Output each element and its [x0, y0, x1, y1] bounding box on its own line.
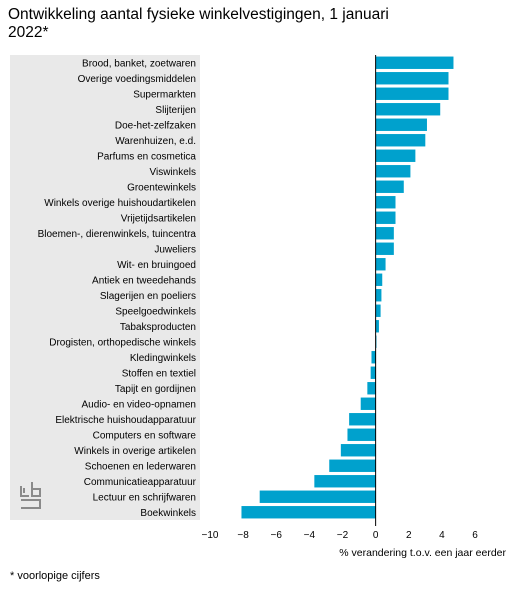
bar	[375, 304, 381, 317]
cbs-logo	[20, 482, 41, 509]
category-labels: Brood, banket, zoetwaren Overige voedings…	[38, 58, 197, 519]
bar	[375, 273, 383, 286]
bar	[375, 103, 441, 116]
category-label: Warenhuizen, e.d.	[115, 136, 196, 147]
category-label: Audio- en video-opnamen	[81, 399, 196, 410]
category-label: Slijterijen	[155, 105, 196, 116]
category-label: Boekwinkels	[140, 508, 196, 519]
category-label: Brood, banket, zoetwaren	[82, 58, 196, 69]
bar	[375, 258, 386, 271]
category-label: Speelgoedwinkels	[115, 306, 196, 317]
category-label: Slagerijen en poeliers	[100, 291, 196, 302]
category-label: Winkels overige huishoudartikelen	[44, 198, 196, 209]
category-label: Stoffen en textiel	[122, 368, 196, 379]
category-label: Supermarkten	[133, 89, 196, 100]
bar	[360, 397, 376, 410]
bar	[375, 211, 396, 224]
x-tick-label: 4	[439, 530, 445, 541]
bar	[375, 72, 449, 85]
category-label: Parfums en cosmetica	[97, 151, 196, 162]
category-label: Doe-het-zelfzaken	[115, 120, 196, 131]
x-axis-ticks: −10 −8 −6 −4 −2 0 2 4 6	[202, 530, 479, 541]
category-label: Winkels in overige artikelen	[74, 446, 196, 457]
x-tick-label: −4	[304, 530, 316, 541]
bar	[375, 134, 426, 147]
bar	[349, 413, 376, 426]
category-label: Tabaksproducten	[120, 322, 196, 333]
x-tick-label: −8	[237, 530, 249, 541]
bar	[367, 382, 376, 395]
bar	[370, 366, 376, 379]
category-label: Elektrische huishoudapparatuur	[55, 415, 196, 426]
category-label: Computers en software	[93, 430, 197, 441]
bar	[375, 242, 394, 255]
x-tick-label: −6	[271, 530, 283, 541]
bar	[375, 289, 382, 302]
bar	[375, 56, 454, 69]
category-label: Antiek en tweedehands	[92, 275, 196, 286]
bar	[375, 320, 379, 333]
footnote: * voorlopige cijfers	[10, 570, 100, 582]
bar	[375, 149, 416, 162]
category-label: Lectuur en schrijfwaren	[93, 492, 196, 503]
category-label: Juweliers	[154, 244, 196, 255]
x-tick-label: 6	[472, 530, 478, 541]
x-axis-label: % verandering t.o.v. een jaar eerder	[339, 547, 506, 559]
bar	[340, 444, 376, 457]
plot-panel	[10, 55, 200, 520]
bar	[371, 351, 376, 364]
category-label: Bloemen-, dierenwinkels, tuincentra	[38, 229, 197, 240]
x-tick-label: 0	[373, 530, 379, 541]
bar	[375, 87, 449, 100]
bar	[375, 227, 394, 240]
bar	[347, 428, 376, 441]
category-label: Viswinkels	[150, 167, 197, 178]
category-label: Groentewinkels	[127, 182, 196, 193]
bar	[375, 118, 427, 131]
category-label: Kledingwinkels	[130, 353, 196, 364]
category-label: Vrijetijdsartikelen	[121, 213, 196, 224]
bar	[375, 180, 404, 193]
chart-title: Ontwikkeling aantal fysieke winkelvestig…	[8, 6, 389, 41]
gridlines	[209, 55, 476, 520]
bar	[375, 196, 396, 209]
category-label: Wit- en bruingoed	[117, 260, 196, 271]
category-label: Drogisten, orthopedische winkels	[49, 337, 196, 348]
category-label: Communicatieapparatuur	[84, 477, 197, 488]
bar	[375, 165, 411, 178]
bar	[241, 506, 376, 519]
category-label: Overige voedingsmiddelen	[78, 74, 196, 85]
bar	[259, 490, 376, 503]
bars	[241, 56, 454, 519]
category-label: Tapijt en gordijnen	[115, 384, 196, 395]
x-tick-label: −10	[202, 530, 219, 541]
x-tick-label: −2	[337, 530, 349, 541]
x-tick-label: 2	[406, 530, 412, 541]
bar	[329, 459, 376, 472]
bar	[314, 475, 376, 488]
category-label: Schoenen en lederwaren	[85, 461, 196, 472]
